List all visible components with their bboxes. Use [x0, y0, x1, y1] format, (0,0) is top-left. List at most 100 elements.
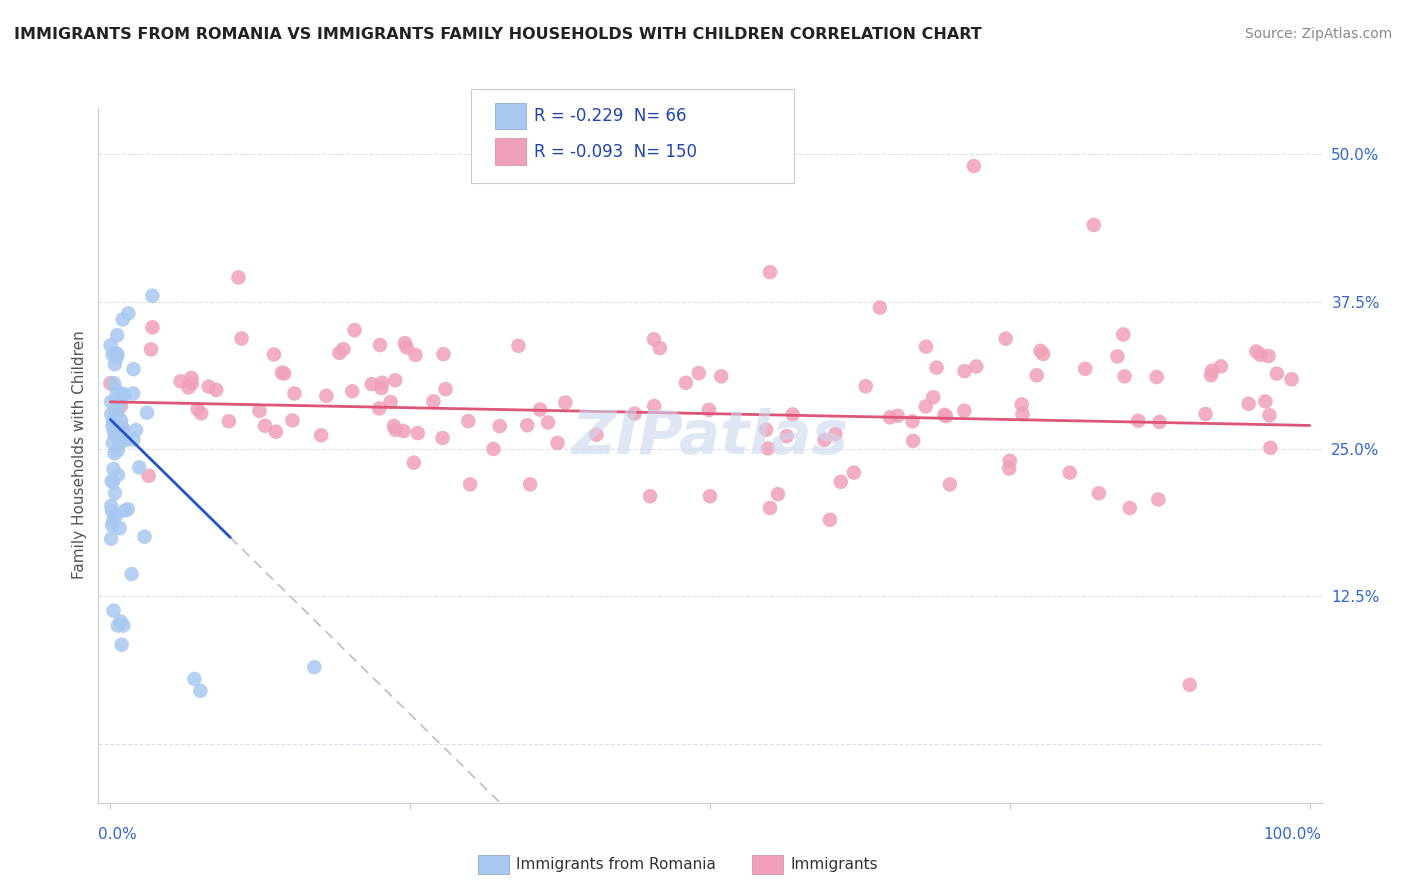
Point [914, 400, 936, 414]
Point [121, 567, 143, 582]
Point [934, 408, 956, 422]
Text: Source: ZipAtlas.com: Source: ZipAtlas.com [1244, 27, 1392, 41]
Point [100, 376, 122, 391]
Point [105, 428, 128, 442]
Point [315, 389, 337, 403]
Point [1029, 343, 1052, 358]
Point [111, 638, 134, 652]
Point [508, 339, 530, 353]
Point [432, 431, 454, 445]
Point [935, 409, 957, 424]
Point [104, 427, 127, 442]
Point [1119, 500, 1142, 515]
Point [218, 414, 240, 428]
Point [519, 477, 541, 491]
Point [360, 377, 382, 392]
Point [1128, 414, 1150, 428]
Text: 100.0%: 100.0% [1264, 827, 1322, 841]
Point [107, 443, 129, 458]
Point [1265, 367, 1288, 381]
Point [125, 423, 148, 437]
Point [922, 390, 945, 404]
Point [554, 395, 576, 409]
Point [103, 423, 125, 437]
Point [169, 375, 191, 389]
Point [183, 672, 205, 686]
Point [105, 407, 128, 421]
Point [180, 376, 202, 391]
Point [122, 362, 145, 376]
Point [688, 366, 710, 380]
Point [104, 402, 127, 417]
Point [105, 328, 128, 343]
Point [103, 414, 125, 428]
Point [759, 265, 782, 279]
Point [869, 301, 891, 315]
Point [965, 359, 987, 374]
Point [879, 410, 901, 425]
Point [458, 477, 481, 491]
Point [516, 418, 538, 433]
Point [675, 376, 697, 390]
Point [134, 530, 156, 544]
Point [180, 371, 202, 385]
Point [782, 408, 804, 422]
Point [1011, 407, 1033, 421]
Point [368, 401, 391, 416]
Text: R = -0.229  N= 66: R = -0.229 N= 66 [534, 107, 686, 125]
Point [177, 380, 200, 394]
Point [342, 384, 364, 399]
Point [1088, 486, 1111, 500]
Point [112, 618, 135, 632]
Point [643, 332, 665, 346]
Point [1112, 327, 1135, 342]
Point [1011, 397, 1033, 411]
Point [105, 351, 128, 365]
Point [110, 425, 132, 439]
Point [205, 383, 228, 397]
Point [100, 338, 122, 352]
Point [547, 436, 569, 450]
Point [101, 435, 124, 450]
Point [304, 660, 326, 674]
Point [384, 423, 406, 437]
Point [623, 407, 645, 421]
Point [103, 376, 125, 391]
Point [842, 466, 865, 480]
Point [271, 366, 294, 380]
Point [103, 514, 125, 528]
Point [114, 387, 136, 401]
Point [537, 416, 560, 430]
Point [103, 462, 125, 476]
Point [128, 460, 150, 475]
Point [231, 331, 253, 345]
Point [368, 338, 391, 352]
Point [1237, 397, 1260, 411]
Point [1249, 348, 1271, 362]
Point [402, 456, 425, 470]
Point [114, 503, 136, 517]
Point [187, 402, 209, 417]
Point [380, 395, 402, 409]
Point [953, 364, 976, 378]
Point [105, 427, 128, 442]
Point [434, 382, 457, 396]
Point [101, 419, 124, 434]
Point [1146, 370, 1168, 384]
Point [228, 270, 250, 285]
Text: Immigrants: Immigrants [790, 857, 877, 871]
Point [101, 504, 124, 518]
Point [824, 427, 846, 442]
Point [925, 360, 948, 375]
Point [107, 399, 129, 413]
Point [395, 340, 418, 354]
Point [1260, 441, 1282, 455]
Point [343, 323, 366, 337]
Point [830, 475, 852, 489]
Point [108, 436, 131, 450]
Point [332, 342, 354, 356]
Point [101, 474, 124, 488]
Point [111, 312, 134, 326]
Point [117, 502, 139, 516]
Point [384, 373, 406, 387]
